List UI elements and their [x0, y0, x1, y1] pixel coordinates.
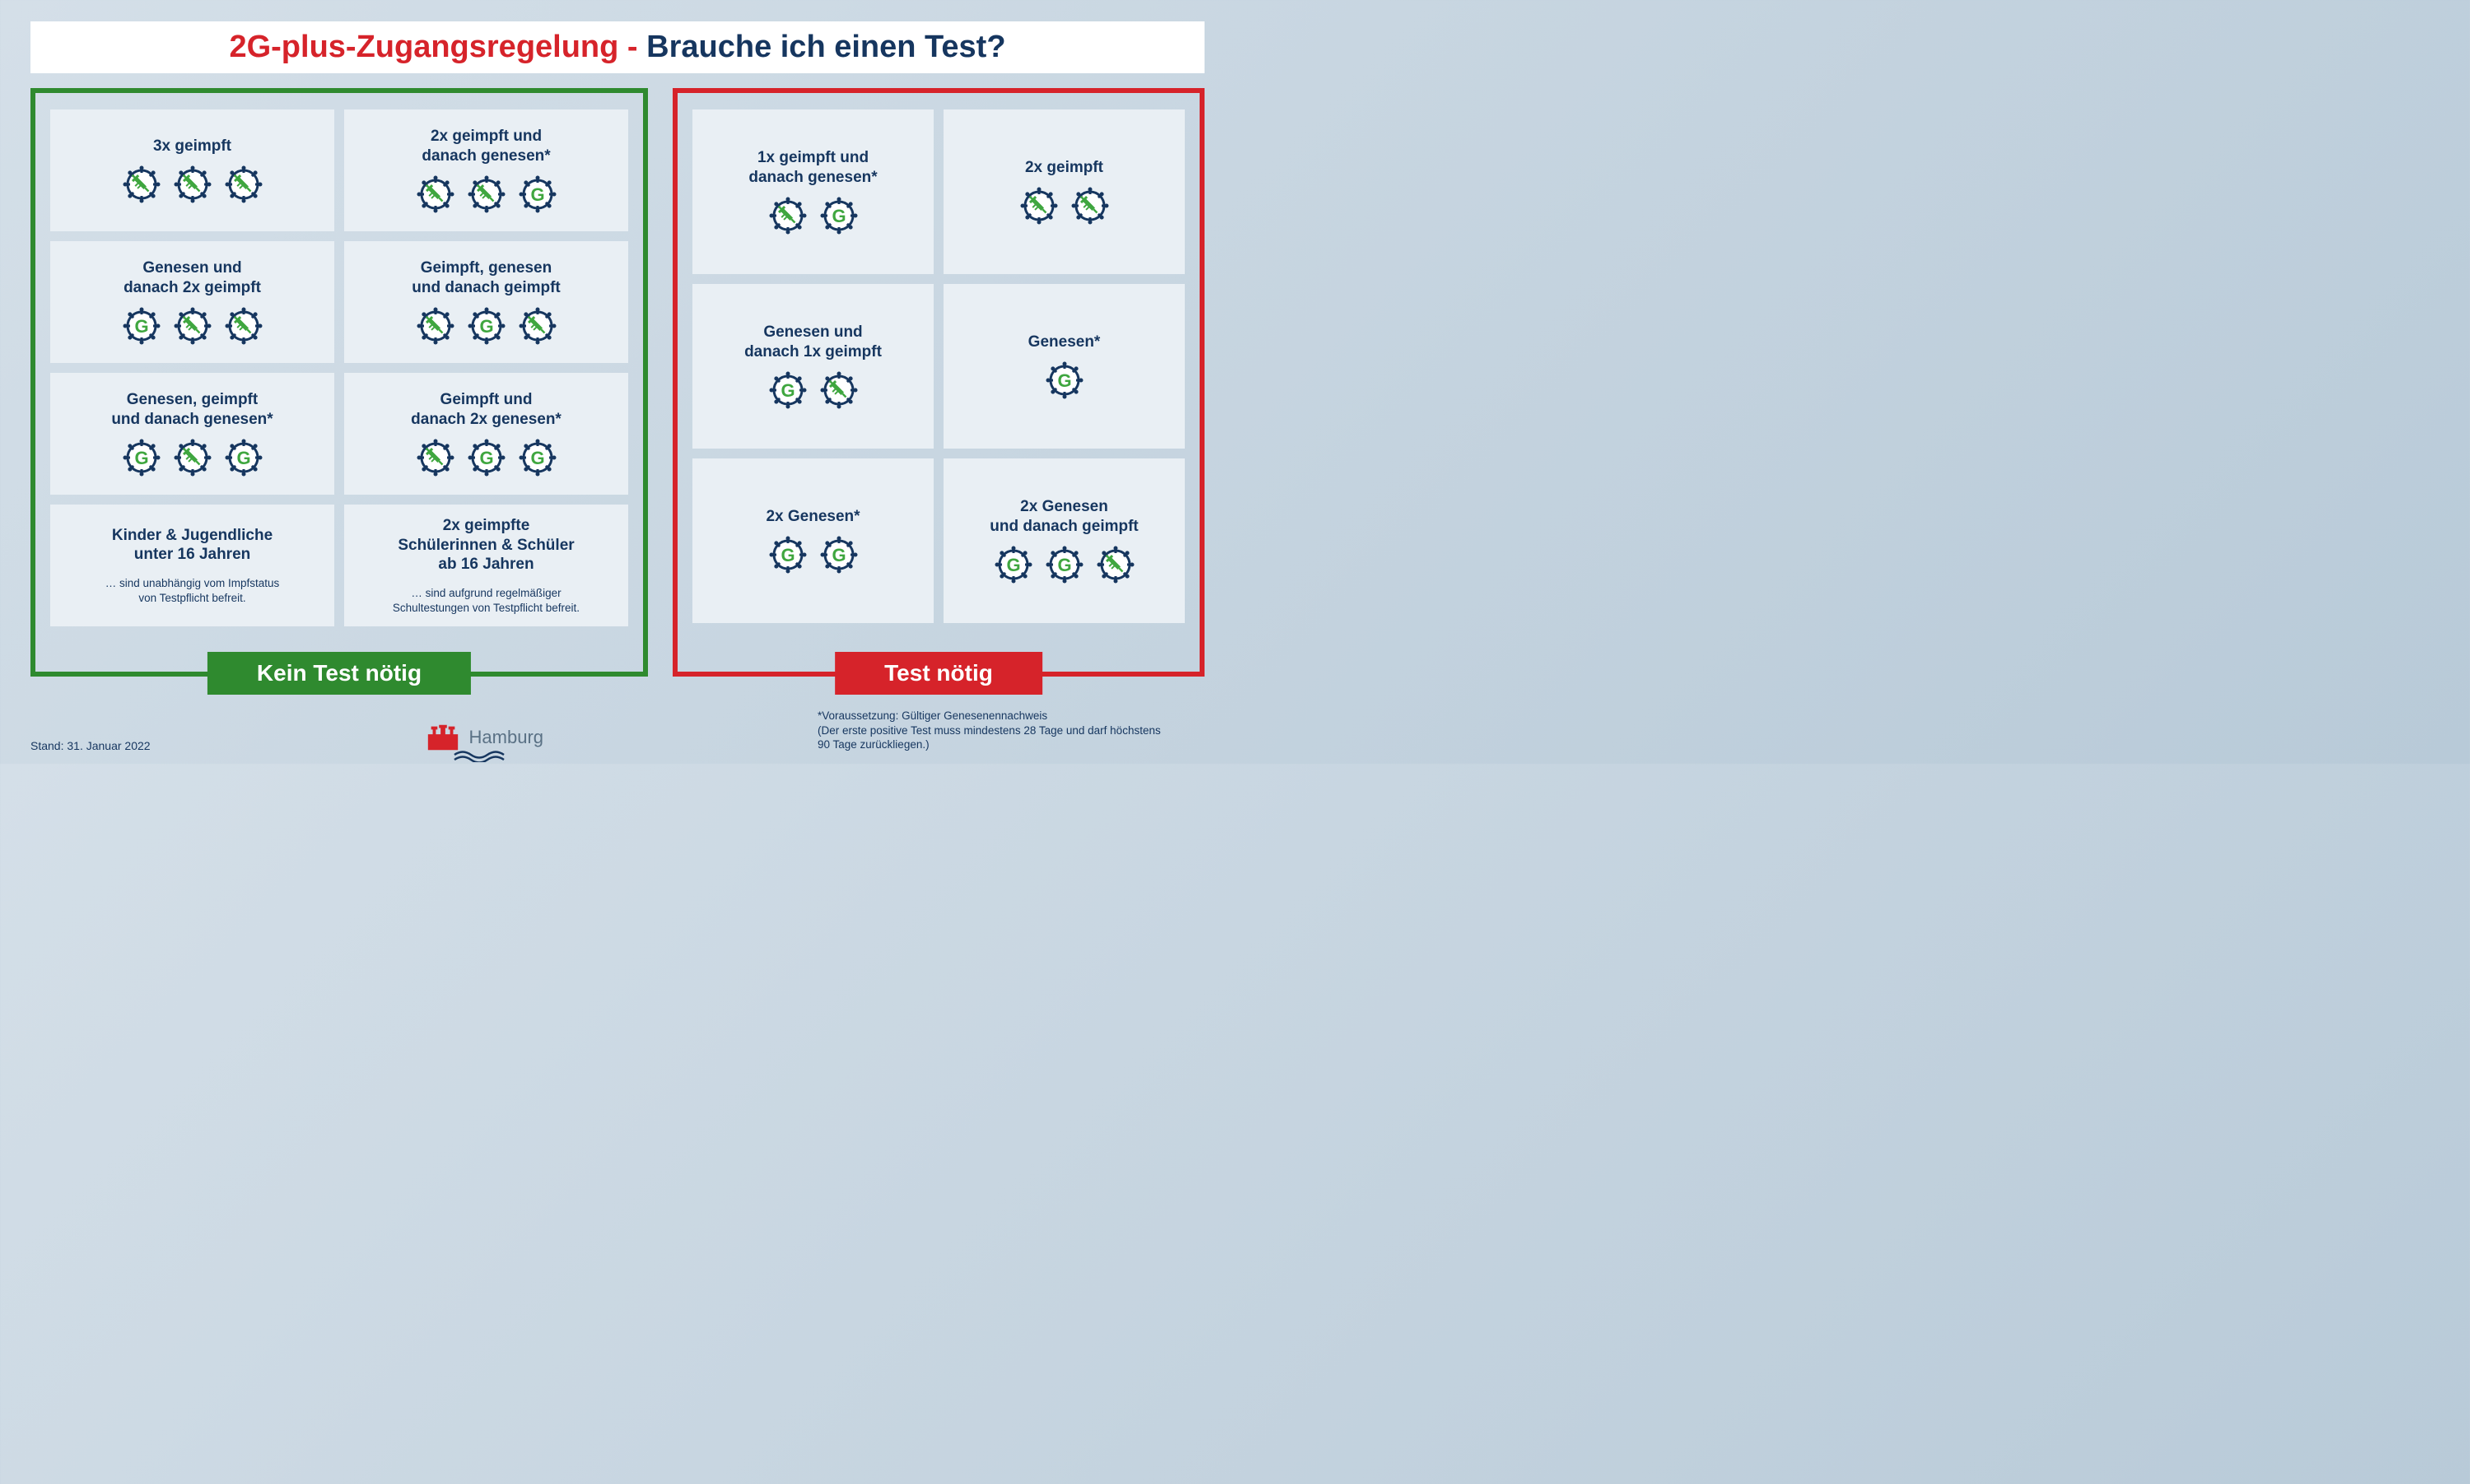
- icon-row: [416, 438, 557, 477]
- info-card: 2x geimpft: [944, 109, 1185, 274]
- recovered-icon: [768, 370, 808, 410]
- card-title: Genesen und danach 2x geimpft: [124, 258, 261, 298]
- syringe-icon: [1070, 186, 1110, 226]
- recovered-icon: [1045, 545, 1084, 584]
- card-title: 2x Genesen*: [766, 507, 860, 527]
- syringe-icon: [122, 165, 161, 204]
- syringe-icon: [173, 306, 212, 346]
- recovered-icon: [467, 438, 506, 477]
- syringe-icon: [416, 438, 455, 477]
- recovered-icon: [467, 306, 506, 346]
- syringe-icon: [518, 306, 557, 346]
- card-title: 1x geimpft und danach genesen*: [748, 148, 877, 188]
- info-card: 1x geimpft und danach genesen*: [692, 109, 934, 274]
- info-card: 2x Genesen*: [692, 458, 934, 623]
- info-card: 3x geimpft: [50, 109, 334, 231]
- recovered-icon: [224, 438, 263, 477]
- card-title: 2x geimpft und danach genesen*: [422, 127, 550, 166]
- syringe-icon: [467, 174, 506, 214]
- icon-row: [416, 306, 557, 346]
- info-card: 2x geimpft und danach genesen*: [344, 109, 628, 231]
- icon-row: [768, 370, 859, 410]
- info-card: 2x Genesen und danach geimpft: [944, 458, 1185, 623]
- syringe-icon: [416, 174, 455, 214]
- syringe-icon: [173, 165, 212, 204]
- icon-row: [768, 535, 859, 575]
- title-part-2: Brauche ich einen Test?: [646, 30, 1005, 64]
- icon-row: [122, 306, 263, 346]
- syringe-icon: [224, 165, 263, 204]
- recovered-icon: [122, 306, 161, 346]
- info-card: Genesen und danach 2x geimpft: [50, 241, 334, 363]
- info-card: Genesen, geimpft und danach genesen*: [50, 373, 334, 495]
- info-card: Geimpft und danach 2x genesen*: [344, 373, 628, 495]
- recovered-icon: [518, 438, 557, 477]
- card-title: 3x geimpft: [153, 137, 231, 156]
- icon-row: [1019, 186, 1110, 226]
- card-title: Kinder & Jugendliche unter 16 Jahren: [112, 526, 273, 565]
- wave-icon: [453, 747, 510, 762]
- icon-row: [416, 174, 557, 214]
- recovered-icon: [819, 196, 859, 235]
- syringe-icon: [819, 370, 859, 410]
- syringe-icon: [224, 306, 263, 346]
- card-title: Geimpft und danach 2x genesen*: [411, 390, 562, 430]
- card-title: Geimpft, genesen und danach geimpft: [412, 258, 561, 298]
- syringe-icon: [1096, 545, 1135, 584]
- label-test: Test nötig: [835, 652, 1042, 695]
- footer: Stand: 31. Januar 2022 Hamburg *Vorausse…: [30, 709, 1205, 752]
- hamburg-text: Hamburg: [469, 727, 543, 748]
- card-subtext: … sind unabhängig vom Impfstatus von Tes…: [105, 576, 280, 605]
- card-title: 2x geimpfte Schülerinnen & Schüler ab 16…: [398, 516, 574, 575]
- grid-test: 1x geimpft und danach genesen* 2x geimpft…: [692, 109, 1185, 623]
- info-card: Kinder & Jugendliche unter 16 Jahren … si…: [50, 505, 334, 626]
- card-title: 2x geimpft: [1025, 158, 1103, 178]
- info-card: Genesen*: [944, 284, 1185, 449]
- hamburg-logo: Hamburg: [151, 723, 818, 752]
- grid-no-test: 3x geimpft 2x geimpft und danach genesen*…: [50, 109, 628, 626]
- label-no-test: Kein Test nötig: [207, 652, 471, 695]
- info-card: Genesen und danach 1x geimpft: [692, 284, 934, 449]
- recovered-icon: [122, 438, 161, 477]
- recovered-icon: [819, 535, 859, 575]
- card-subtext: … sind aufgrund regelmäßiger Schultestun…: [393, 586, 580, 615]
- card-title: Genesen und danach 1x geimpft: [744, 323, 882, 362]
- icon-row: [768, 196, 859, 235]
- syringe-icon: [173, 438, 212, 477]
- panel-no-test: 3x geimpft 2x geimpft und danach genesen*…: [30, 88, 648, 677]
- title-part-1: 2G-plus-Zugangsregelung -: [229, 30, 646, 64]
- recovered-icon: [768, 535, 808, 575]
- recovered-icon: [1045, 361, 1084, 400]
- syringe-icon: [768, 196, 808, 235]
- info-card: 2x geimpfte Schülerinnen & Schüler ab 16…: [344, 505, 628, 626]
- icon-row: [994, 545, 1135, 584]
- info-card: Geimpft, genesen und danach geimpft: [344, 241, 628, 363]
- recovered-icon: [994, 545, 1033, 584]
- panel-test: 1x geimpft und danach genesen* 2x geimpft…: [673, 88, 1205, 677]
- card-title: Genesen*: [1028, 333, 1101, 352]
- card-title: 2x Genesen und danach geimpft: [990, 497, 1139, 537]
- footer-note: *Voraussetzung: Gültiger Genesenennachwe…: [818, 709, 1205, 752]
- icon-row: [122, 438, 263, 477]
- footer-stand: Stand: 31. Januar 2022: [30, 739, 151, 752]
- icon-row: [122, 165, 263, 204]
- card-title: Genesen, geimpft und danach genesen*: [111, 390, 273, 430]
- recovered-icon: [518, 174, 557, 214]
- syringe-icon: [1019, 186, 1059, 226]
- syringe-icon: [416, 306, 455, 346]
- icon-row: [1045, 361, 1084, 400]
- main-row: 3x geimpft 2x geimpft und danach genesen*…: [30, 88, 1205, 677]
- title-bar: 2G-plus-Zugangsregelung - Brauche ich ei…: [30, 21, 1205, 73]
